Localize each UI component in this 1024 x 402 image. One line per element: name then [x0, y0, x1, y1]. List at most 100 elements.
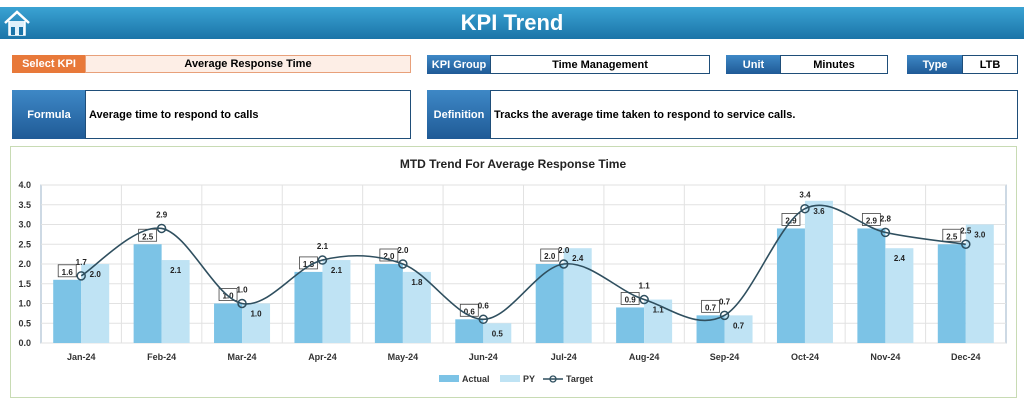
data-label-target: 3.4	[799, 191, 811, 200]
bar-py	[885, 248, 914, 343]
target-marker	[398, 259, 408, 269]
y-tick-label: 2.0	[18, 259, 31, 269]
data-label-py: 2.4	[894, 254, 906, 263]
formula-value: Average time to respond to calls	[85, 90, 411, 139]
data-label-actual: 2.9	[866, 216, 878, 225]
bar-py	[644, 299, 673, 343]
x-tick-label: Jan-24	[67, 352, 96, 362]
target-marker	[76, 271, 86, 281]
bar-py	[724, 315, 753, 343]
x-tick-label: Feb-24	[147, 352, 176, 362]
data-label-actual: 0.7	[705, 303, 717, 312]
bar-actual	[937, 244, 966, 343]
bar-actual	[214, 303, 243, 343]
x-tick-label: Dec-24	[951, 352, 981, 362]
legend-target-marker	[549, 375, 557, 383]
data-label-actual: 1.8	[303, 260, 315, 269]
data-label-actual: 0.6	[464, 307, 476, 316]
bar-py	[322, 260, 351, 343]
y-tick-label: 1.5	[18, 279, 31, 289]
data-label-actual: 2.5	[946, 232, 958, 241]
data-label-target: 2.0	[397, 246, 409, 255]
data-label-target: 1.1	[639, 282, 651, 291]
formula-label: Formula	[12, 90, 86, 139]
target-marker	[558, 259, 569, 269]
label-box-actual	[701, 299, 720, 313]
home-icon[interactable]	[3, 9, 31, 37]
y-tick-label: 0.5	[18, 318, 31, 328]
data-label-py: 0.7	[733, 321, 745, 330]
target-marker	[156, 223, 167, 234]
target-marker	[719, 310, 730, 321]
data-label-actual: 1.6	[62, 268, 74, 277]
target-marker	[478, 314, 489, 325]
data-label-target: 0.6	[478, 301, 490, 310]
target-marker	[639, 294, 649, 305]
x-tick-label: Nov-24	[870, 352, 900, 362]
data-label-target: 2.8	[880, 214, 892, 223]
bar-py	[242, 303, 271, 343]
x-tick-label: Sep-24	[710, 352, 740, 362]
chart-title: MTD Trend For Average Response Time	[400, 157, 627, 171]
kpi-group-value: Time Management	[490, 55, 710, 74]
bar-actual	[294, 271, 323, 343]
data-label-py: 2.1	[331, 266, 343, 275]
data-label-py: 2.4	[572, 254, 584, 263]
data-label-actual: 0.9	[625, 295, 637, 304]
y-tick-label: 2.5	[18, 239, 31, 249]
label-box-actual	[57, 264, 77, 278]
data-label-py: 1.8	[411, 278, 423, 287]
y-tick-label: 3.5	[18, 200, 31, 210]
legend-py-swatch	[500, 375, 520, 382]
x-tick-label: Mar-24	[228, 352, 257, 362]
data-label-target: 2.5	[960, 226, 972, 235]
x-tick-label: Jul-24	[551, 352, 577, 362]
definition-value: Tracks the average time taken to respond…	[490, 90, 1018, 139]
legend-actual: Actual	[462, 374, 490, 384]
data-label-py: 0.5	[492, 329, 504, 338]
data-label-target: 2.9	[156, 210, 168, 219]
data-label-py: 1.0	[250, 310, 262, 319]
legend-target: Target	[566, 374, 593, 384]
bar-actual	[535, 264, 564, 343]
data-label-py: 2.0	[90, 270, 102, 279]
bar-py	[483, 323, 512, 343]
label-box-actual	[861, 213, 881, 226]
target-line	[80, 204, 966, 322]
y-tick-label: 4.0	[18, 180, 31, 190]
data-label-actual: 2.0	[383, 252, 395, 261]
x-tick-label: May-24	[388, 352, 419, 362]
bar-actual	[616, 307, 645, 343]
y-tick-label: 0.0	[18, 338, 31, 348]
target-marker	[317, 255, 328, 265]
definition-label: Definition	[427, 90, 491, 139]
unit-value: Minutes	[780, 55, 888, 74]
bar-py	[161, 260, 190, 343]
data-label-target: 2.0	[558, 246, 570, 255]
label-box-actual	[942, 228, 962, 242]
bar-actual	[133, 244, 162, 343]
bar-py	[804, 200, 833, 343]
x-tick-label: Apr-24	[308, 352, 337, 362]
x-tick-label: Jun-24	[469, 352, 498, 362]
legend-py: PY	[523, 374, 535, 384]
type-label: Type	[907, 55, 963, 74]
data-label-py: 2.1	[170, 266, 182, 275]
x-tick-label: Aug-24	[629, 352, 660, 362]
type-value: LTB	[962, 55, 1018, 74]
y-tick-label: 1.0	[18, 299, 31, 309]
select-kpi-label: Select KPI	[12, 55, 86, 73]
label-box-actual	[540, 248, 560, 262]
data-label-py: 3.6	[813, 207, 825, 216]
data-label-target: 0.7	[719, 297, 731, 306]
data-label-actual: 2.0	[544, 252, 556, 261]
bar-py	[402, 271, 431, 343]
data-label-py: 3.0	[974, 231, 986, 240]
target-marker	[961, 239, 971, 249]
chart-panel: MTD Trend For Average Response Time 0.0 0…	[10, 146, 1017, 398]
y-tick-label: 3.0	[18, 220, 31, 230]
target-marker	[880, 227, 891, 238]
bar-actual	[374, 264, 403, 343]
select-kpi-dropdown[interactable]: Average Response Time	[85, 55, 411, 73]
data-label-target: 2.1	[317, 242, 329, 251]
